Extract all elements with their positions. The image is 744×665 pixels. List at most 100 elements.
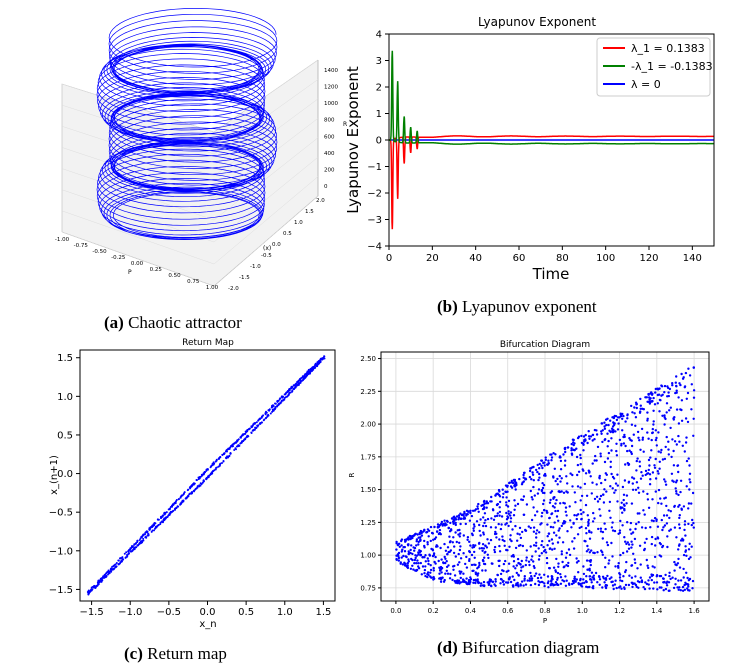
data-point xyxy=(620,587,623,590)
data-point xyxy=(463,510,466,514)
data-point xyxy=(667,509,670,512)
caption-b-text: Lyapunov exponent xyxy=(457,297,597,316)
data-point xyxy=(618,576,622,579)
data-point xyxy=(457,533,460,536)
data-point xyxy=(422,530,425,533)
data-point xyxy=(590,549,593,552)
data-point xyxy=(196,486,199,489)
data-point xyxy=(219,462,222,465)
data-point xyxy=(453,519,456,522)
data-point xyxy=(610,437,613,440)
data-point xyxy=(689,481,692,484)
data-point xyxy=(547,462,550,465)
data-point xyxy=(480,582,483,585)
data-point xyxy=(672,449,675,453)
data-point xyxy=(579,453,582,457)
data-point xyxy=(439,546,442,550)
data-point xyxy=(673,560,676,564)
data-point xyxy=(639,477,643,480)
axis-ticks: −1.5 −1.0 −0.5 0.0 0.5 1.0 1.51.51.00.50.0−0.5… xyxy=(49,353,332,618)
data-point xyxy=(652,396,655,400)
data-point xyxy=(485,502,488,505)
data-point xyxy=(584,433,587,437)
data-point xyxy=(621,412,624,416)
data-point xyxy=(407,552,410,556)
data-point xyxy=(664,445,667,449)
z-tick-label: 800 xyxy=(324,118,335,124)
data-point xyxy=(652,587,655,590)
data-point xyxy=(498,514,501,517)
data-point xyxy=(194,488,197,491)
data-point xyxy=(641,436,645,439)
data-point xyxy=(655,581,659,584)
data-point xyxy=(488,578,492,581)
data-point xyxy=(613,529,617,533)
data-point xyxy=(395,554,398,557)
data-point xyxy=(606,457,610,460)
data-point xyxy=(589,475,592,478)
data-point xyxy=(517,574,520,577)
y-tick-label: -2.0 xyxy=(228,286,239,292)
data-point xyxy=(556,509,560,513)
data-point xyxy=(634,575,637,578)
data-point xyxy=(673,440,677,443)
data-point xyxy=(573,448,576,452)
data-point xyxy=(165,511,168,514)
y-tick-label: -0.5 xyxy=(261,253,272,259)
data-point xyxy=(97,583,100,586)
data-point xyxy=(584,540,587,543)
data-point xyxy=(283,393,286,396)
data-point xyxy=(489,538,493,542)
data-point xyxy=(547,532,551,535)
data-point xyxy=(638,465,642,468)
data-point xyxy=(622,414,625,418)
data-point xyxy=(559,582,563,585)
data-point xyxy=(502,569,505,573)
data-point xyxy=(479,518,482,521)
data-point xyxy=(181,499,184,502)
data-point xyxy=(663,391,666,394)
data-point xyxy=(642,408,645,411)
data-point xyxy=(478,529,481,533)
data-point xyxy=(440,558,443,561)
data-point xyxy=(688,577,692,581)
data-point xyxy=(601,530,605,534)
data-point xyxy=(640,427,644,431)
data-point xyxy=(409,535,413,538)
data-point xyxy=(491,580,494,583)
data-point xyxy=(486,517,490,521)
data-point xyxy=(692,366,695,369)
data-point xyxy=(128,548,131,551)
data-point xyxy=(579,456,582,460)
data-point xyxy=(649,526,652,529)
data-point xyxy=(407,543,410,546)
data-point xyxy=(663,524,667,527)
data-point xyxy=(495,536,498,539)
data-point xyxy=(576,463,580,467)
data-point xyxy=(688,472,692,475)
y-tick-label: 0.5 xyxy=(57,430,73,441)
data-point xyxy=(687,457,690,460)
data-point xyxy=(587,524,590,527)
data-point xyxy=(630,532,633,535)
data-point xyxy=(476,507,480,510)
data-point xyxy=(506,549,509,552)
data-point xyxy=(483,512,487,515)
data-point xyxy=(582,449,585,452)
data-point xyxy=(651,498,654,501)
data-point xyxy=(124,556,127,559)
data-point xyxy=(562,453,565,456)
data-point xyxy=(665,402,669,405)
data-point xyxy=(138,539,141,541)
data-point xyxy=(430,576,433,579)
legend: λ_1 = 0.1383 -λ_1 = -0.1383 λ = 0 xyxy=(596,37,713,97)
data-point xyxy=(560,524,563,528)
data-point xyxy=(517,544,521,547)
data-point xyxy=(561,579,564,582)
data-point xyxy=(495,514,499,518)
data-point xyxy=(653,403,657,406)
data-point xyxy=(650,542,653,546)
data-point xyxy=(456,563,460,566)
data-point xyxy=(645,558,648,562)
data-point xyxy=(682,576,685,579)
